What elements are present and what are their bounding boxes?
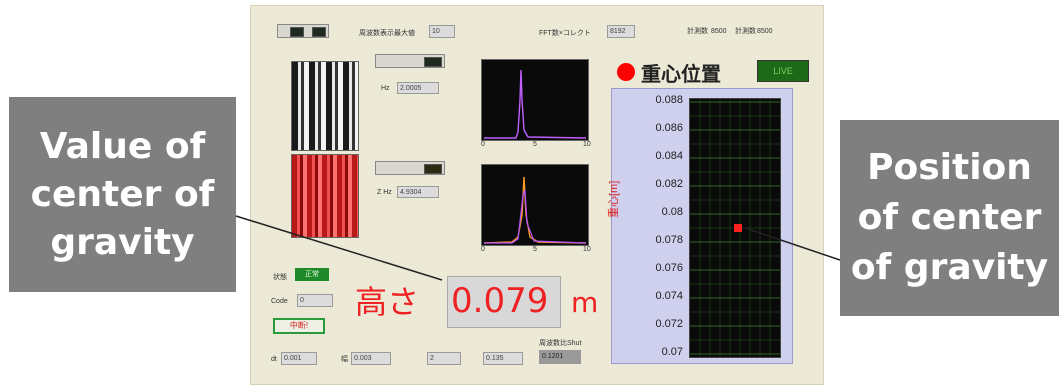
cog-position-marker	[734, 224, 742, 232]
channel2-toggle[interactable]	[375, 161, 445, 175]
channel1-led	[424, 57, 442, 67]
p-field[interactable]: 2	[427, 352, 461, 365]
code-label: Code	[271, 298, 288, 305]
cog-y-tick: 0.078	[655, 234, 683, 246]
cog-y-tick: 0.084	[655, 150, 683, 162]
cog-plot	[689, 98, 781, 358]
code-field: 0	[297, 294, 333, 307]
channel2-led	[424, 164, 442, 174]
measure-value-1: 8500	[711, 28, 727, 35]
spectrum-plot-1	[481, 59, 589, 141]
plot1-xtick-2: 10	[583, 141, 591, 148]
cog-y-tick: 0.07	[661, 346, 683, 358]
plot1-xtick-1: 5	[533, 141, 537, 148]
signal-image-1	[291, 61, 359, 151]
channel1-toggle[interactable]	[375, 54, 445, 68]
callout-right-line-3: of gravity	[850, 247, 1049, 288]
signal-image-2	[291, 154, 359, 238]
state-label: 状態	[273, 274, 287, 281]
display-toggle[interactable]	[277, 24, 329, 38]
spectrum-plot-2	[481, 164, 589, 246]
measure-label-2: 計測数	[735, 28, 756, 35]
callout-value-of-cog: Value of center of gravity	[9, 97, 236, 292]
dt-label: dt	[271, 356, 277, 363]
plot2-xtick-0: 0	[481, 246, 485, 253]
height-unit: m	[571, 286, 599, 319]
callout-left-line-3: gravity	[50, 221, 195, 263]
cog-axis-label: 重心[m]	[608, 180, 620, 218]
spectrum-2-curve-orange	[483, 176, 587, 244]
height-value-box	[447, 276, 561, 328]
callout-left-line-1: Value of	[39, 125, 206, 167]
instrument-panel: 周波数表示最大値 10 FFT数×コレクト 8192 計測数 8500 計測数 …	[250, 5, 824, 385]
spectrum-plot-2-svg	[483, 176, 587, 244]
y-field[interactable]: 0.135	[483, 352, 523, 365]
channel2-peak-field: 4.9304	[397, 186, 439, 198]
channel2-field-label: Z Hz	[377, 189, 392, 196]
callout-left-line-2: center of	[30, 173, 215, 215]
max-freq-label: 周波数表示最大値	[359, 30, 415, 37]
spectrum-plot-1-svg	[484, 69, 587, 139]
height-value: 0.079	[451, 281, 549, 321]
measure-value-2: 8500	[757, 28, 773, 35]
cog-y-tick: 0.082	[655, 178, 683, 190]
cog-y-tick: 0.088	[655, 94, 683, 106]
cog-plot-svg	[690, 99, 780, 357]
measure-label-1: 計測数	[687, 28, 708, 35]
w-label: 幅	[341, 356, 348, 363]
cog-y-tick: 0.08	[661, 206, 683, 218]
spectrum-2-curve-purple	[484, 189, 587, 244]
plot2-xtick-2: 10	[583, 246, 591, 253]
spectrum-1-curve	[484, 69, 587, 139]
height-label: 高さ	[355, 283, 420, 321]
toggle-led-2	[312, 27, 326, 37]
cog-live-led: LIVE	[757, 60, 809, 82]
fft-select[interactable]: 8192	[607, 25, 635, 38]
cog-y-tick: 0.076	[655, 262, 683, 274]
callout-right-line-1: Position	[867, 147, 1032, 188]
callout-position-of-cog: Position of center of gravity	[840, 120, 1059, 316]
cog-y-tick: 0.086	[655, 122, 683, 134]
cog-y-tick: 0.074	[655, 290, 683, 302]
callout-right-line-2: of center	[857, 197, 1042, 238]
plot1-xtick-0: 0	[481, 141, 485, 148]
state-indicator: 正常	[295, 268, 329, 281]
w-field[interactable]: 0.003	[351, 352, 391, 365]
channel1-field-label: Hz	[381, 85, 390, 92]
channel1-peak-field: 2.0005	[397, 82, 439, 94]
max-freq-input[interactable]: 10	[429, 25, 455, 38]
toggle-led-1	[290, 27, 304, 37]
fft-label: FFT数×コレクト	[539, 30, 591, 37]
cog-title: 重心位置	[641, 62, 721, 86]
cog-indicator-dot	[617, 63, 635, 81]
stop-button[interactable]: 中断!	[273, 318, 325, 334]
plot2-xtick-1: 5	[533, 246, 537, 253]
period-label: 周波数比Shut	[539, 340, 582, 347]
cog-y-tick: 0.072	[655, 318, 683, 330]
period-field: 0.1201	[539, 350, 581, 364]
dt-field[interactable]: 0.001	[281, 352, 317, 365]
